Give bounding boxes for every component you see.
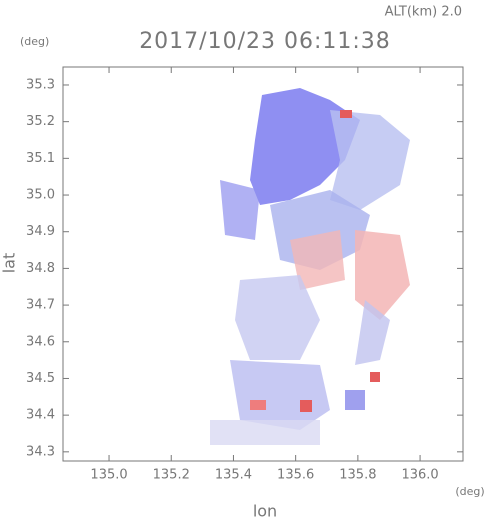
y-tick-label: 34.3 xyxy=(26,444,55,459)
y-tick-label: 34.6 xyxy=(26,334,55,349)
echoes xyxy=(210,88,410,445)
y-unit: (deg) xyxy=(20,35,49,48)
title: 2017/10/23 06:11:38 xyxy=(139,29,391,54)
y-tick-label: 35.2 xyxy=(26,114,55,129)
x-tick-label: 135.8 xyxy=(339,468,376,483)
x-axis-label: lon xyxy=(253,502,277,521)
y-tick-label: 34.4 xyxy=(26,408,55,423)
x-tick-label: 135.4 xyxy=(215,468,252,483)
plot-frame xyxy=(62,66,464,462)
x-tick-label: 135.2 xyxy=(153,468,190,483)
y-tick-label: 34.9 xyxy=(26,224,55,239)
y-tick-label: 35.0 xyxy=(26,188,55,203)
y-tick-label: 34.7 xyxy=(26,298,55,313)
x-tick-label: 136.0 xyxy=(401,468,438,483)
y-axis-label: lat xyxy=(0,253,19,274)
y-tick-label: 34.8 xyxy=(26,261,55,276)
y-tick-label: 34.5 xyxy=(26,371,55,386)
x-unit: (deg) xyxy=(455,485,484,498)
x-tick-label: 135.6 xyxy=(277,468,314,483)
y-tick-label: 35.1 xyxy=(26,151,55,166)
x-tick-label: 135.0 xyxy=(90,468,127,483)
y-tick-label: 35.3 xyxy=(26,77,55,92)
altitude-label: ALT(km) 2.0 xyxy=(385,5,462,20)
